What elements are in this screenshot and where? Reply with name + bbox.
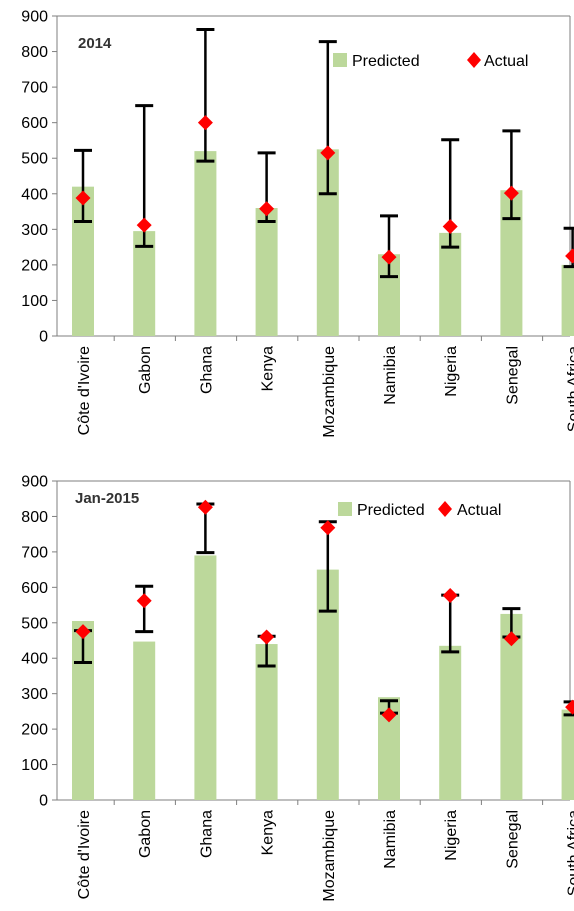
legend-predicted-label: Predicted bbox=[352, 53, 420, 70]
x-category-label: Mozambique bbox=[321, 346, 338, 438]
y-tick-label: 900 bbox=[21, 474, 48, 491]
x-category-label: Gabon bbox=[137, 810, 154, 858]
chart-jan-2015: Jan-2015 Predicted Actual 0 100 200 300 400 5… bbox=[21, 474, 574, 902]
predicted-bar bbox=[561, 709, 574, 800]
predicted-bar bbox=[72, 186, 94, 336]
predicted-bar bbox=[133, 641, 156, 800]
y-tick-label: 700 bbox=[21, 544, 48, 561]
x-category-label: Côte d'Ivoire bbox=[76, 346, 93, 435]
y-tick-label: 500 bbox=[21, 151, 48, 168]
actual-marker bbox=[320, 520, 336, 536]
x-category-label: Côte d'Ivoire bbox=[76, 810, 93, 899]
predicted-bar bbox=[316, 149, 339, 336]
y-tick-label: 200 bbox=[21, 722, 48, 739]
y-tick-label: 700 bbox=[21, 80, 48, 97]
y-tick-label: 800 bbox=[21, 44, 48, 61]
legend-actual-label: Actual bbox=[457, 502, 501, 519]
y-tick-label: 0 bbox=[39, 793, 48, 810]
y-tick-label: 600 bbox=[21, 115, 48, 132]
actual-marker bbox=[259, 201, 275, 217]
x-category-label: Senegal bbox=[504, 810, 521, 869]
x-category-label: Namibia bbox=[382, 346, 399, 405]
y-tick-label: 200 bbox=[21, 257, 48, 274]
actual-marker bbox=[75, 624, 91, 640]
y-tick-label: 100 bbox=[21, 757, 48, 774]
y-tick-label: 300 bbox=[21, 222, 48, 239]
predicted-bar bbox=[439, 645, 462, 800]
predicted-bar bbox=[133, 231, 156, 336]
y-tick-label: 400 bbox=[21, 186, 48, 203]
predicted-bar bbox=[378, 254, 400, 336]
y-tick-label: 500 bbox=[21, 615, 48, 632]
panel-label-2014: 2014 bbox=[78, 35, 112, 52]
actual-marker bbox=[442, 587, 458, 603]
y-tick-label: 100 bbox=[21, 293, 48, 310]
y-tick-label: 800 bbox=[21, 509, 48, 526]
predicted-bar bbox=[194, 555, 217, 800]
x-category-label: Ghana bbox=[198, 346, 215, 394]
actual-marker bbox=[320, 145, 336, 161]
y-tick-label: 0 bbox=[39, 329, 48, 346]
predicted-bar bbox=[561, 264, 574, 336]
y-tick-label: 300 bbox=[21, 686, 48, 703]
legend-diamond-marker bbox=[438, 501, 452, 517]
x-category-label: Namibia bbox=[382, 810, 399, 869]
actual-marker bbox=[381, 249, 397, 265]
x-category-label: Kenya bbox=[260, 810, 277, 855]
actual-marker bbox=[565, 248, 574, 264]
predicted-bar bbox=[500, 190, 523, 336]
actual-marker bbox=[197, 115, 213, 131]
predicted-bar bbox=[72, 621, 94, 800]
y-tick-label: 400 bbox=[21, 651, 48, 668]
y-tick-label: 600 bbox=[21, 580, 48, 597]
predicted-bar bbox=[194, 151, 217, 336]
legend-actual-label: Actual bbox=[484, 53, 528, 70]
actual-marker bbox=[136, 217, 152, 233]
legend-bar-swatch bbox=[333, 53, 347, 67]
predicted-bar bbox=[378, 697, 400, 800]
chart-2014: 2014 Predicted Actual 0 100 200 300 400 500 60… bbox=[21, 9, 574, 438]
x-category-label: Nigeria bbox=[443, 810, 460, 861]
x-category-label: Kenya bbox=[260, 346, 277, 391]
x-category-label: Senegal bbox=[504, 346, 521, 405]
legend-predicted-label: Predicted bbox=[357, 502, 425, 519]
x-category-label: South Africa bbox=[566, 346, 574, 432]
x-category-label: Nigeria bbox=[443, 346, 460, 397]
x-category-label: Mozambique bbox=[321, 810, 338, 902]
actual-marker bbox=[259, 629, 275, 645]
actual-marker bbox=[503, 185, 519, 201]
predicted-bar bbox=[316, 569, 339, 800]
actual-marker bbox=[136, 593, 152, 609]
panel-label-jan-2015: Jan-2015 bbox=[75, 490, 139, 507]
predicted-bar bbox=[255, 644, 278, 800]
legend-bar-swatch bbox=[338, 502, 352, 516]
actual-marker bbox=[197, 499, 213, 515]
x-category-label: Gabon bbox=[137, 346, 154, 394]
actual-marker bbox=[442, 218, 458, 234]
actual-marker bbox=[565, 699, 574, 715]
legend-diamond-marker bbox=[467, 52, 481, 68]
y-tick-label: 900 bbox=[21, 9, 48, 26]
predicted-bar bbox=[439, 232, 462, 336]
predicted-bar bbox=[500, 613, 523, 800]
actual-marker bbox=[381, 707, 397, 723]
actual-marker bbox=[75, 190, 91, 206]
x-category-label: South Africa bbox=[566, 810, 574, 896]
predicted-bar bbox=[255, 208, 278, 336]
actual-marker bbox=[503, 631, 519, 647]
x-category-label: Ghana bbox=[198, 810, 215, 858]
